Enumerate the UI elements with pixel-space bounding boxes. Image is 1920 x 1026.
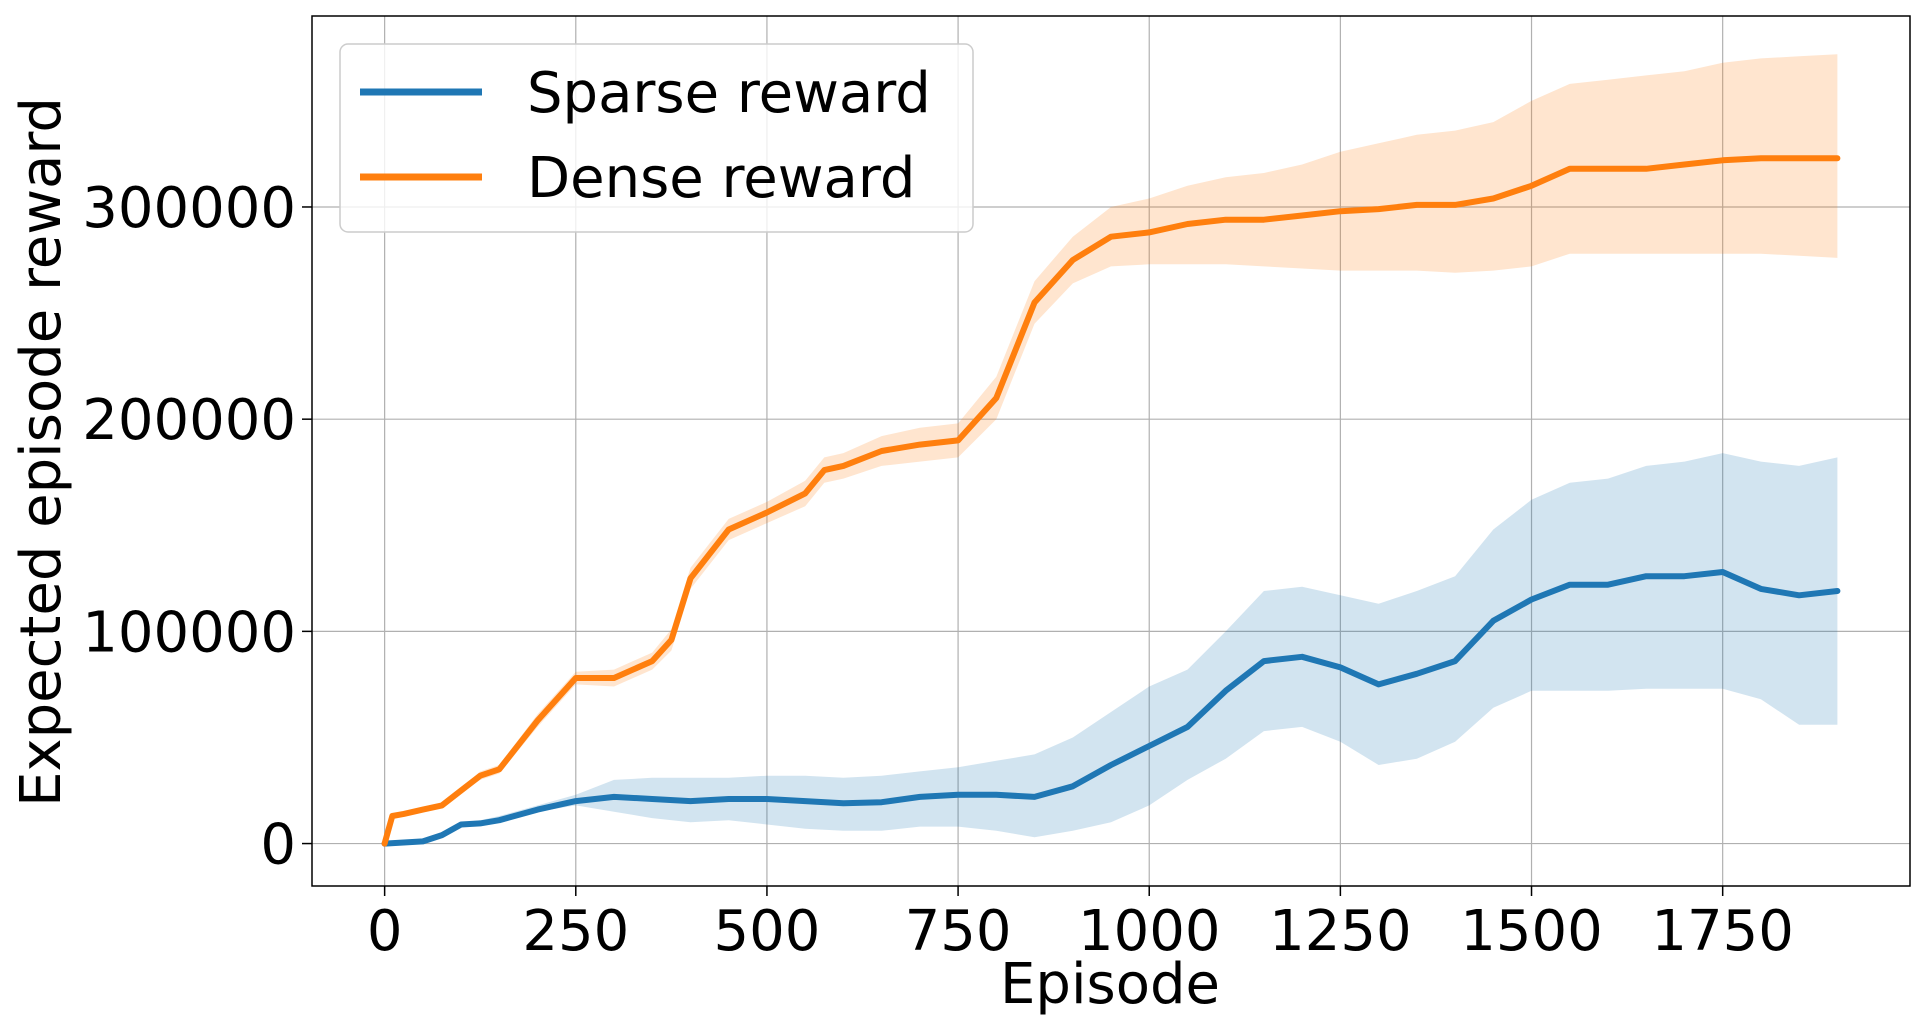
series-lines (381, 155, 1841, 847)
y-tick-label: 300000 (82, 176, 296, 241)
x-tick-label: 1500 (1460, 899, 1603, 964)
series-line-sparse-reward (381, 569, 1841, 847)
x-axis-label: Episode (1000, 952, 1220, 1017)
x-tick-label: 750 (905, 899, 1012, 964)
band-dense-reward (384, 54, 1838, 844)
x-axis-ticks: 0 250 500 750 1000 1250 1500 1750 (367, 886, 1794, 964)
y-tick-label: 200000 (82, 388, 296, 453)
legend: Sparse reward Dense reward (339, 43, 974, 233)
y-axis-label: Expected episode reward (9, 97, 74, 807)
series-line-dense-reward (381, 155, 1841, 847)
y-tick-label: 100000 (82, 600, 296, 665)
legend-label-dense: Dense reward (527, 146, 915, 211)
x-tick-label: 500 (713, 899, 820, 964)
x-tick-label: 0 (367, 899, 403, 964)
x-tick-label: 1000 (1078, 899, 1221, 964)
x-tick-label: 1250 (1269, 899, 1412, 964)
y-axis-ticks: 0 100000 200000 300000 (82, 176, 312, 878)
x-tick-label: 1750 (1651, 899, 1794, 964)
plot-frame (311, 15, 1911, 887)
legend-box (339, 43, 974, 233)
legend-label-sparse: Sparse reward (527, 61, 931, 126)
y-tick-label: 0 (260, 813, 296, 878)
x-tick-label: 250 (522, 899, 629, 964)
